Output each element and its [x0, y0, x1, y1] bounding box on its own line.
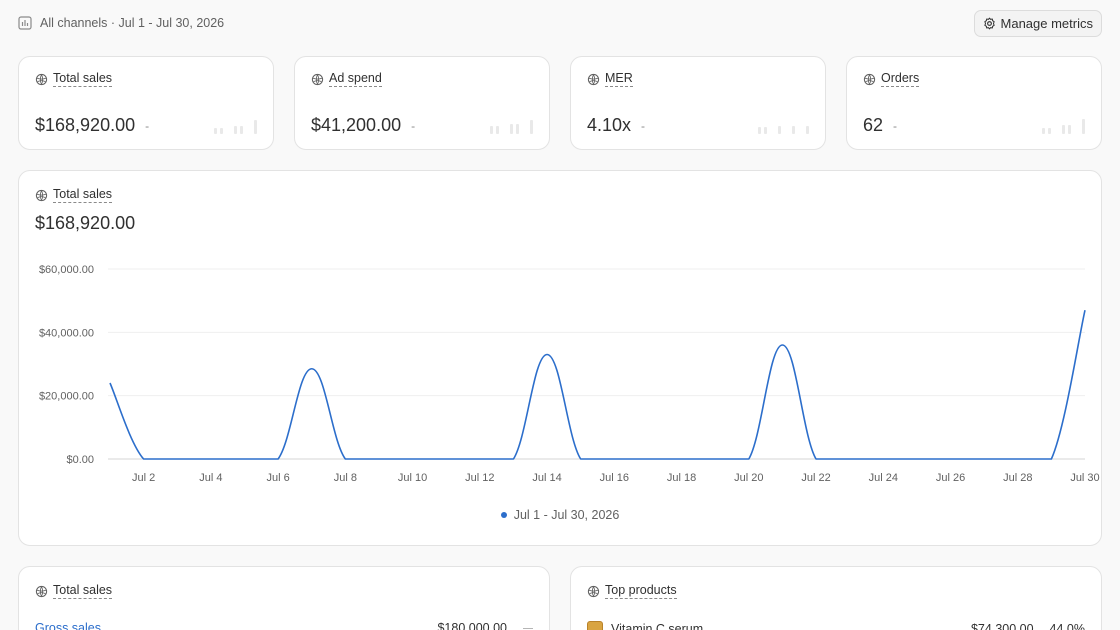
- total-sales-chart-card: $0.00 $20,000.00 $40,000.00 $60,000.00 Jul 2…: [18, 170, 1102, 546]
- chart-legend[interactable]: Jul 1 - Jul 30, 2026: [19, 508, 1101, 522]
- metric-row: $168,920.00 -: [35, 115, 257, 136]
- x-tick-label: Jul 26: [936, 472, 965, 484]
- metric-label-text[interactable]: Ad spend: [329, 71, 382, 87]
- x-tick-label: Jul 18: [667, 472, 696, 484]
- metric-card-ad-spend[interactable]: Ad spend $41,200.00 -: [294, 56, 550, 150]
- metric-label: Orders: [863, 71, 1085, 87]
- metric-label: MER: [587, 71, 809, 87]
- product-share-percent: 44.0%: [1049, 622, 1085, 630]
- top-products-card: Top products Vitamin C serum $74,300.00 …: [570, 566, 1102, 630]
- globe-icon: [35, 189, 48, 202]
- gross-sales-link[interactable]: Gross sales: [35, 621, 101, 630]
- x-tick-label: Jul 30: [1070, 472, 1099, 484]
- y-tick-label: $0.00: [66, 454, 94, 466]
- metric-value: 62: [863, 115, 884, 135]
- series-line: [109, 309, 1086, 460]
- metric-label-text[interactable]: Total sales: [53, 71, 113, 87]
- filter-label: All channels · Jul 1 - Jul 30, 2026: [40, 16, 225, 30]
- x-tick-label: Jul 20: [734, 472, 763, 484]
- metric-value: $168,920.00: [35, 115, 136, 135]
- gross-sales-value: $180,000.00: [437, 621, 507, 630]
- metric-card-mer[interactable]: MER 4.10x -: [570, 56, 826, 150]
- globe-icon: [35, 73, 48, 86]
- metric-delta: -: [411, 118, 416, 133]
- globe-icon: [311, 73, 324, 86]
- product-thumbnail: [587, 621, 603, 630]
- metric-row: 62 -: [863, 115, 1085, 136]
- legend-label: Jul 1 - Jul 30, 2026: [513, 508, 620, 522]
- x-tick-label: Jul 22: [801, 472, 830, 484]
- x-tick-label: Jul 28: [1003, 472, 1032, 484]
- manage-metrics-button[interactable]: Manage metrics: [973, 9, 1102, 37]
- sparkline: [1042, 118, 1085, 134]
- metric-card-orders[interactable]: Orders 62 -: [846, 56, 1102, 150]
- y-tick-label: $20,000.00: [39, 391, 94, 403]
- metric-value: 4.10x: [587, 115, 632, 135]
- metric-label: Total sales: [35, 71, 257, 87]
- gear-icon: [983, 17, 996, 30]
- top-bar: All channels · Jul 1 - Jul 30, 2026 Mana…: [18, 9, 1102, 37]
- legend-dot: [500, 512, 507, 518]
- bar-chart-icon: [18, 16, 32, 30]
- metric-label-text[interactable]: MER: [605, 71, 633, 87]
- chart-label-text[interactable]: Total sales: [53, 187, 113, 203]
- product-row[interactable]: Vitamin C serum $74,300.00 44.0%: [587, 621, 1085, 630]
- globe-icon: [587, 73, 600, 86]
- x-tick-label: Jul 10: [398, 472, 427, 484]
- x-tick-label: Jul 4: [199, 472, 222, 484]
- metric-row: 4.10x -: [587, 115, 809, 136]
- breakdown-label-text[interactable]: Total sales: [53, 583, 113, 599]
- manage-metrics-label: Manage metrics: [1000, 15, 1093, 31]
- product-values: $74,300.00 44.0%: [971, 622, 1085, 630]
- breakdown-values: $180,000.00: [437, 621, 533, 630]
- x-tick-label: Jul 8: [334, 472, 357, 484]
- x-tick-label: Jul 12: [465, 472, 494, 484]
- product-sales-value: $74,300.00: [970, 622, 1034, 630]
- x-tick-label: Jul 24: [869, 472, 898, 484]
- sales-breakdown-card: Total sales Gross sales $180,000.00: [18, 566, 550, 630]
- line-chart[interactable]: $0.00 $20,000.00 $40,000.00 $60,000.00 Jul 2…: [19, 171, 1103, 547]
- x-tick-label: Jul 16: [600, 472, 629, 484]
- top-products-label: Top products: [587, 583, 1085, 599]
- metric-row: $41,200.00 -: [311, 115, 533, 136]
- channel-date-filter[interactable]: All channels · Jul 1 - Jul 30, 2026: [18, 16, 224, 30]
- product-name: Vitamin C serum: [611, 622, 704, 630]
- breakdown-label: Total sales: [35, 583, 533, 599]
- metric-delta: -: [641, 118, 646, 133]
- chart-label: Total sales: [35, 187, 1085, 203]
- metric-value: $41,200.00: [311, 115, 402, 135]
- sparkline: [214, 118, 257, 134]
- globe-icon: [587, 585, 600, 598]
- globe-icon: [863, 73, 876, 86]
- x-tick-label: Jul 2: [132, 472, 155, 484]
- sparkline: [758, 118, 809, 134]
- metric-label: Ad spend: [311, 71, 533, 87]
- x-tick-label: Jul 14: [532, 472, 561, 484]
- y-tick-label: $40,000.00: [39, 327, 94, 339]
- breakdown-row: Gross sales $180,000.00: [35, 621, 533, 630]
- chart-total-value: $168,920.00: [35, 213, 136, 233]
- y-tick-label: $60,000.00: [39, 264, 94, 276]
- globe-icon: [35, 585, 48, 598]
- sparkline: [490, 118, 533, 134]
- metric-delta: -: [893, 118, 898, 133]
- metric-label-text[interactable]: Orders: [881, 71, 920, 87]
- top-products-label-text[interactable]: Top products: [605, 583, 677, 599]
- delta-dash: [523, 627, 533, 629]
- metric-delta: -: [145, 118, 150, 133]
- x-tick-label: Jul 6: [266, 472, 289, 484]
- metric-card-total-sales[interactable]: Total sales $168,920.00 -: [18, 56, 274, 150]
